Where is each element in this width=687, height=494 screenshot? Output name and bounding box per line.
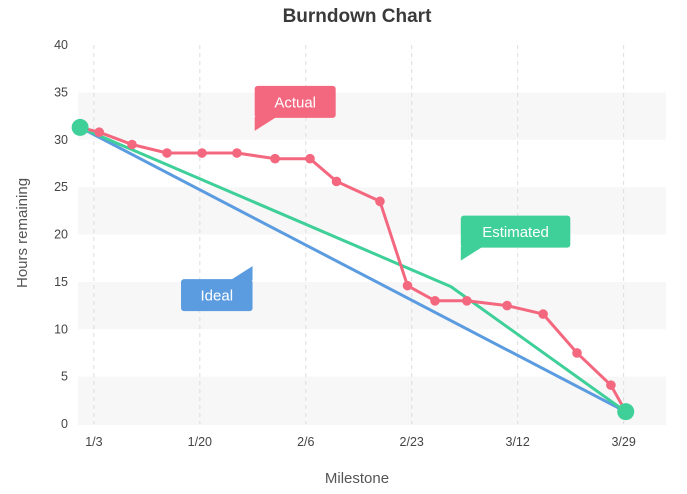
x-tick-label: 3/29 bbox=[611, 435, 635, 449]
y-tick-label: 30 bbox=[54, 133, 68, 147]
x-tick-label: 2/6 bbox=[297, 435, 314, 449]
series-line-actual bbox=[78, 125, 628, 414]
actual-point bbox=[430, 296, 440, 306]
callout-pointer bbox=[230, 266, 253, 281]
plot-band bbox=[78, 139, 666, 188]
callout-estimated: Estimated bbox=[460, 215, 571, 261]
actual-point bbox=[331, 176, 342, 187]
callout-pointer bbox=[460, 246, 483, 261]
actual-point bbox=[127, 139, 137, 150]
actual-point bbox=[538, 309, 548, 319]
callout-label: Actual bbox=[274, 94, 316, 111]
actual-point bbox=[232, 148, 242, 158]
actual-point bbox=[305, 153, 315, 164]
plot-band bbox=[78, 45, 666, 93]
actual-point bbox=[162, 148, 172, 158]
y-tick-label: 15 bbox=[54, 275, 68, 289]
actual-point bbox=[94, 127, 104, 137]
x-tick-label: 2/23 bbox=[400, 435, 424, 449]
x-tick-label: 3/12 bbox=[506, 435, 530, 449]
x-axis-title: Milestone bbox=[325, 470, 389, 487]
callout-actual: Actual bbox=[254, 85, 336, 131]
vertical-gridlines bbox=[93, 45, 625, 424]
chart-title: Burndown Chart bbox=[283, 6, 432, 27]
callout-label: Estimated bbox=[482, 224, 549, 241]
plot-band bbox=[78, 376, 666, 424]
actual-point bbox=[502, 300, 512, 311]
x-tick-labels: 1/3 1/20 2/6 2/23 3/12 3/29 bbox=[85, 435, 636, 449]
plot-band bbox=[78, 424, 666, 425]
callout-label: Ideal bbox=[201, 288, 234, 305]
plot-band bbox=[78, 92, 666, 140]
actual-point bbox=[462, 296, 472, 306]
callout-box bbox=[254, 85, 336, 118]
x-tick-label: 1/20 bbox=[188, 435, 212, 449]
y-tick-label: 20 bbox=[54, 228, 68, 242]
y-tick-label: 25 bbox=[54, 180, 68, 194]
actual-point bbox=[197, 148, 207, 158]
y-tick-labels: 0 5 10 15 20 25 30 35 40 bbox=[54, 38, 68, 431]
callout-layer: Actual Estimated Ideal bbox=[181, 85, 571, 312]
plot-band bbox=[78, 281, 666, 330]
callout-pointer bbox=[254, 116, 277, 131]
series-line-estimated bbox=[78, 125, 628, 414]
actual-point bbox=[402, 280, 413, 291]
actual-point bbox=[572, 348, 582, 358]
plot-background-bands bbox=[78, 45, 666, 425]
plot-band bbox=[78, 234, 666, 282]
y-tick-label: 40 bbox=[54, 38, 68, 52]
y-tick-label: 35 bbox=[54, 85, 68, 99]
callout-box bbox=[181, 279, 253, 312]
series-line-ideal bbox=[78, 125, 628, 414]
endpoint-marker bbox=[71, 118, 89, 136]
endpoint-marker bbox=[617, 403, 635, 421]
y-tick-label: 0 bbox=[61, 417, 68, 431]
actual-point bbox=[375, 196, 385, 207]
callout-ideal: Ideal bbox=[181, 266, 253, 312]
y-tick-label: 5 bbox=[61, 370, 68, 384]
series-layer bbox=[71, 118, 635, 421]
plot-band bbox=[78, 187, 666, 235]
y-axis-title: Hours remaining bbox=[14, 178, 31, 288]
y-tick-label: 10 bbox=[54, 322, 68, 336]
callout-box bbox=[460, 215, 571, 248]
actual-point bbox=[270, 153, 280, 164]
x-tick-label: 1/3 bbox=[85, 435, 102, 449]
actual-point bbox=[606, 380, 616, 390]
